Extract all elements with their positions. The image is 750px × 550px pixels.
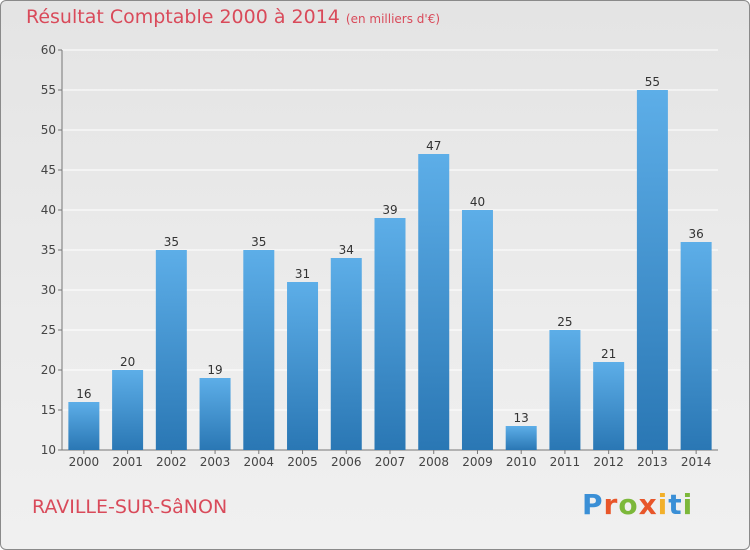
data-label-2002: 35 — [164, 235, 179, 249]
commune-name: RAVILLE-SUR-SâNON — [32, 496, 228, 518]
x-tick-label: 2003 — [200, 455, 231, 469]
y-tick-label: 60 — [41, 43, 56, 57]
x-tick-label: 2005 — [287, 455, 318, 469]
y-tick-label: 20 — [41, 363, 56, 377]
x-tick-label: 2010 — [506, 455, 537, 469]
data-labels: 16 20 35 19 35 31 34 39 47 40 13 25 21 55 36 — [76, 75, 704, 425]
y-tick-label: 10 — [41, 443, 56, 457]
y-tick-label: 35 — [41, 243, 56, 257]
x-tick-label: 2014 — [681, 455, 712, 469]
data-label-2006: 34 — [339, 243, 354, 257]
bar-2010 — [505, 426, 537, 450]
tick-labels: 10 15 20 25 30 35 40 45 50 55 60 2000 2001 2002 2003 20… — [41, 43, 712, 469]
bars — [68, 90, 712, 450]
bar-2003 — [199, 378, 231, 450]
data-label-2014: 36 — [688, 227, 703, 241]
bar-2001 — [112, 370, 144, 450]
bar-2011 — [549, 330, 581, 450]
data-label-2008: 47 — [426, 139, 441, 153]
data-label-2005: 31 — [295, 267, 310, 281]
x-tick-label: 2009 — [462, 455, 493, 469]
bar-2014 — [680, 242, 712, 450]
x-tick-label: 2002 — [156, 455, 187, 469]
bar-2012 — [593, 362, 625, 450]
logo-letter: r — [603, 488, 619, 521]
bar-2008 — [418, 154, 450, 450]
bar-2009 — [461, 210, 493, 450]
x-tick-label: 2012 — [593, 455, 624, 469]
data-label-2013: 55 — [645, 75, 660, 89]
y-tick-label: 45 — [41, 163, 56, 177]
y-tick-label: 55 — [41, 83, 56, 97]
data-label-2004: 35 — [251, 235, 266, 249]
y-tick-label: 25 — [41, 323, 56, 337]
y-tick-label: 30 — [41, 283, 56, 297]
bar-2002 — [155, 250, 187, 450]
x-tick-label: 2008 — [418, 455, 449, 469]
data-label-2007: 39 — [382, 203, 397, 217]
chart-title: Résultat Comptable 2000 à 2014 (en millie… — [26, 6, 440, 28]
y-tick-label: 40 — [41, 203, 56, 217]
x-tick-label: 2000 — [69, 455, 100, 469]
logo-letter: t — [668, 488, 683, 521]
y-tick-label: 15 — [41, 403, 56, 417]
bar-2007 — [374, 218, 406, 450]
x-tick-label: 2004 — [244, 455, 275, 469]
bar-2000 — [68, 402, 100, 450]
x-tick-label: 2013 — [637, 455, 668, 469]
x-tick-label: 2011 — [550, 455, 581, 469]
data-label-2011: 25 — [557, 315, 572, 329]
proxiti-logo[interactable]: Proxiti — [582, 488, 693, 521]
data-label-2003: 19 — [207, 363, 222, 377]
logo-letter: i — [682, 488, 694, 521]
bar-2005 — [287, 282, 319, 450]
x-tick-label: 2001 — [112, 455, 143, 469]
data-label-2001: 20 — [120, 355, 135, 369]
bar-2006 — [330, 258, 362, 450]
title-text: Résultat Comptable 2000 à 2014 — [26, 6, 340, 28]
logo-letter: i — [657, 488, 669, 521]
logo-letter: o — [618, 488, 639, 521]
bar-2004 — [243, 250, 275, 450]
x-tick-label: 2006 — [331, 455, 362, 469]
x-tick-label: 2007 — [375, 455, 406, 469]
title-unit: (en milliers d'€) — [345, 12, 441, 26]
data-label-2000: 16 — [76, 387, 91, 401]
data-label-2012: 21 — [601, 347, 616, 361]
y-tick-label: 50 — [41, 123, 56, 137]
logo-letter: P — [582, 488, 604, 521]
data-label-2010: 13 — [514, 411, 529, 425]
data-label-2009: 40 — [470, 195, 485, 209]
logo-letter: x — [638, 488, 658, 521]
bar-2013 — [636, 90, 668, 450]
